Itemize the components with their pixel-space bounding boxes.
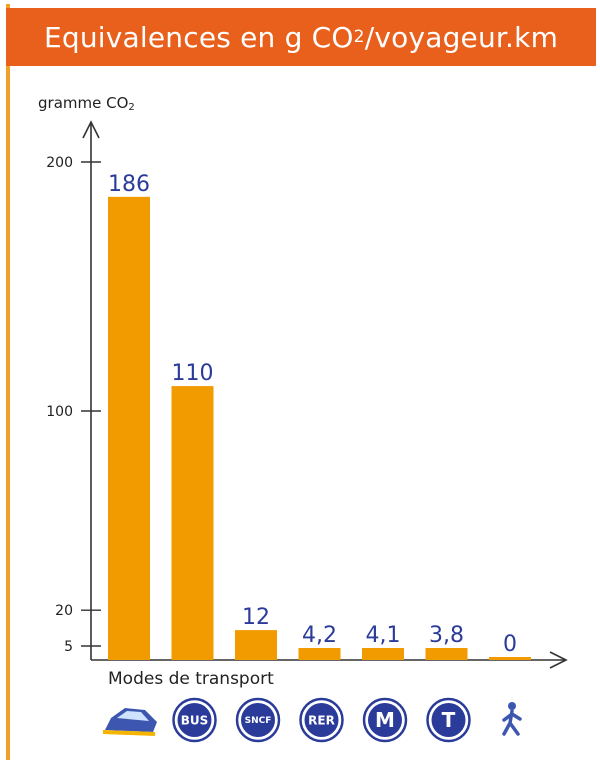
- icon-text: SNCF: [245, 716, 272, 726]
- x-axis-label: Modes de transport: [108, 669, 274, 689]
- metro-icon: M: [362, 697, 408, 743]
- walker-head: [508, 702, 516, 710]
- bar: [298, 648, 341, 660]
- icon-disc: [431, 703, 466, 737]
- transport-icons: BUS SNCF RER M T: [102, 697, 522, 743]
- bar-value-label: 4,2: [302, 623, 337, 648]
- walker-body: [502, 709, 522, 736]
- title-sub: 2: [353, 27, 365, 47]
- car-body: [105, 708, 157, 732]
- bar: [171, 386, 214, 660]
- tram-icon: T: [426, 697, 471, 743]
- icon-text: T: [442, 708, 456, 732]
- icon-disc: [241, 703, 275, 737]
- rer-icon: RER: [299, 697, 344, 743]
- bar: [108, 196, 150, 661]
- y-tick-label: 20: [55, 603, 73, 619]
- car-shadow: [102, 730, 156, 736]
- title-suffix: /voyageur.km: [364, 20, 559, 54]
- bus-icon: BUS: [172, 697, 217, 743]
- icon-disc: [177, 703, 212, 737]
- bars: 186 110 12 4,2 4,1 3,8 0: [108, 172, 531, 661]
- icon-text: BUS: [181, 713, 209, 727]
- icon-text: RER: [308, 713, 335, 727]
- axes: gramme CO2 5 20 100 200 Modes de transport: [38, 94, 568, 689]
- sncf-icon: SNCF: [235, 697, 281, 743]
- y-axis-arrow: [82, 120, 100, 139]
- bar-value-label: 4,1: [366, 623, 401, 648]
- y-tick-label: 200: [46, 155, 73, 171]
- x-axis-arrow: [549, 651, 568, 669]
- bar: [489, 657, 531, 660]
- car-window: [117, 711, 149, 721]
- y-axis-label: gramme CO2: [38, 94, 135, 113]
- icon-disc: [368, 703, 402, 737]
- bar: [425, 648, 468, 660]
- bar-value-label: 0: [503, 632, 517, 657]
- bar-value-label: 12: [242, 605, 270, 630]
- chart-frame: [6, 4, 596, 760]
- bar: [362, 648, 404, 660]
- car-icon: [102, 708, 157, 736]
- y-tick-label: 100: [46, 404, 73, 420]
- title-main: Equivalences en g CO: [43, 20, 354, 54]
- y-tick-label: 5: [64, 639, 73, 655]
- chart-title: Equivalences en g CO 2/voyageur.km: [6, 8, 596, 66]
- bar-value-label: 110: [172, 361, 214, 386]
- icon-text: M: [375, 708, 395, 732]
- walk-icon: [502, 702, 522, 736]
- bar: [235, 630, 277, 660]
- bar-value-label: 3,8: [429, 623, 464, 648]
- bar-value-label: 186: [108, 172, 150, 197]
- icon-disc: [304, 703, 339, 737]
